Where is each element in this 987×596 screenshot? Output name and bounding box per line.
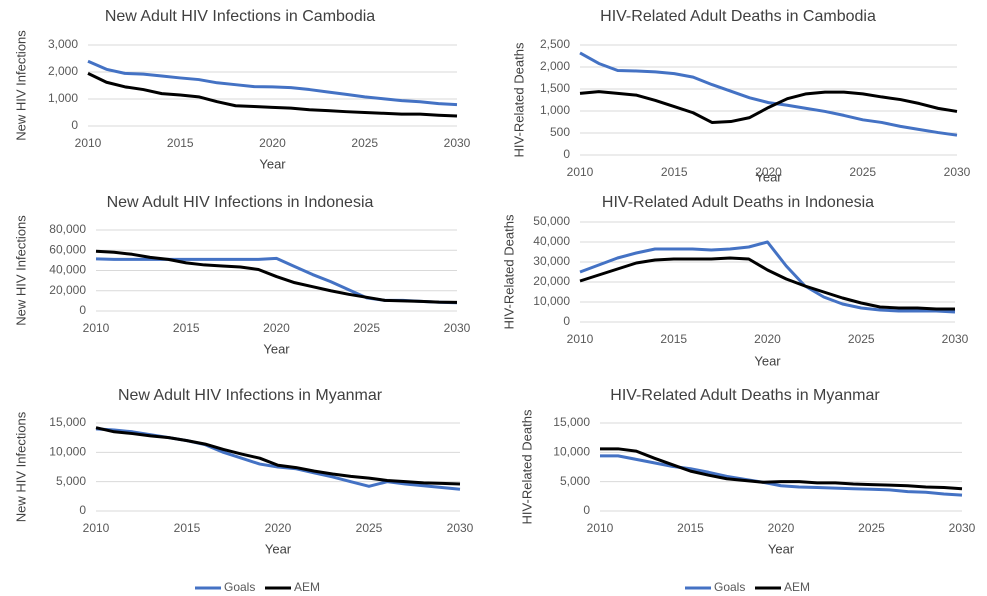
x-axis-label: Year [259,156,286,171]
chart-title: HIV-Related Adult Deaths in Indonesia [602,194,874,211]
y-tick-label: 50,000 [533,214,570,228]
x-tick-label: 2015 [167,136,194,150]
x-tick-label: 2015 [661,165,688,179]
y-tick-label: 30,000 [533,254,570,268]
y-tick-label: 1,000 [540,103,570,117]
y-tick-label: 10,000 [49,445,86,459]
x-tick-label: 2020 [259,136,286,150]
y-tick-label: 40,000 [49,263,86,277]
legend-label: AEM [294,580,320,594]
x-tick-label: 2030 [444,321,471,335]
y-axis-label: HIV-Related Deaths [519,409,534,524]
x-tick-label: 2025 [848,332,875,346]
series-line [579,90,958,124]
x-tick-label: 2025 [858,521,885,535]
y-tick-label: 0 [563,147,570,161]
x-tick-label: 2020 [263,321,290,335]
y-axis-label: HIV-Related Deaths [501,214,516,329]
y-tick-label: 10,000 [553,445,590,459]
x-tick-label: 2015 [660,332,687,346]
y-tick-label: 20,000 [49,283,86,297]
x-tick-label: 2025 [351,136,378,150]
x-axis-label: Year [768,541,795,556]
chart-title: New Adult HIV Infections in Indonesia [107,194,374,211]
series-line [600,454,963,497]
x-tick-label: 2015 [173,321,200,335]
y-axis-label: New HIV Infections [13,411,28,522]
x-tick-label: 2025 [353,321,380,335]
legend-label: Goals [714,580,745,594]
y-tick-label: 2,000 [540,59,570,73]
chart-title: HIV-Related Adult Deaths in Myanmar [610,387,880,404]
series-line [87,59,458,107]
series-line [600,447,963,491]
x-tick-label: 2030 [444,136,471,150]
y-tick-label: 15,000 [553,415,590,429]
y-tick-label: 5,000 [560,474,590,488]
x-tick-label: 2010 [83,521,110,535]
series-line [579,240,956,314]
x-tick-label: 2010 [75,136,102,150]
series-line [87,71,458,118]
x-tick-label: 2030 [949,521,976,535]
y-tick-label: 2,500 [540,37,570,51]
y-tick-label: 0 [79,303,86,317]
chart-title: HIV-Related Adult Deaths in Cambodia [600,8,876,25]
x-tick-label: 2030 [944,165,971,179]
series-line [579,256,955,311]
legend-label: Goals [224,580,255,594]
y-tick-label: 80,000 [49,222,86,236]
x-tick-label: 2015 [174,521,201,535]
x-tick-label: 2010 [587,521,614,535]
y-tick-label: 1,500 [540,81,570,95]
y-axis-label: New HIV Infections [13,30,28,141]
legend-label: AEM [784,580,810,594]
y-tick-label: 15,000 [49,415,86,429]
y-tick-label: 2,000 [48,64,78,78]
x-tick-label: 2025 [849,165,876,179]
y-tick-label: 5,000 [56,474,86,488]
series-line [95,426,461,486]
x-axis-label: Year [754,353,781,368]
series-line [95,249,458,304]
x-axis-label: Year [263,341,290,356]
series-line [579,51,958,137]
y-tick-label: 0 [583,503,590,517]
chart-title: New Adult HIV Infections in Cambodia [105,8,375,25]
x-tick-label: 2030 [942,332,969,346]
x-axis-label: Year [755,169,782,184]
y-tick-label: 3,000 [48,37,78,51]
y-tick-label: 40,000 [533,234,570,248]
chart-title: New Adult HIV Infections in Myanmar [118,387,383,404]
x-tick-label: 2010 [83,321,110,335]
x-tick-label: 2020 [265,521,292,535]
x-tick-label: 2030 [447,521,474,535]
x-tick-label: 2020 [768,521,795,535]
x-tick-label: 2020 [754,332,781,346]
y-axis-label: HIV-Related Deaths [511,42,526,157]
x-tick-label: 2020 [755,165,782,179]
y-tick-label: 0 [79,503,86,517]
y-tick-label: 0 [563,314,570,328]
x-tick-label: 2025 [356,521,383,535]
y-tick-label: 10,000 [533,294,570,308]
y-tick-label: 0 [71,118,78,132]
x-tick-label: 2010 [567,332,594,346]
y-tick-label: 1,000 [48,91,78,105]
y-tick-label: 20,000 [533,274,570,288]
y-axis-label: New HIV Infections [13,215,28,326]
y-tick-label: 500 [550,125,570,139]
series-line [95,256,458,305]
x-tick-label: 2015 [677,521,704,535]
x-tick-label: 2010 [567,165,594,179]
y-tick-label: 60,000 [49,242,86,256]
x-axis-label: Year [265,541,292,556]
